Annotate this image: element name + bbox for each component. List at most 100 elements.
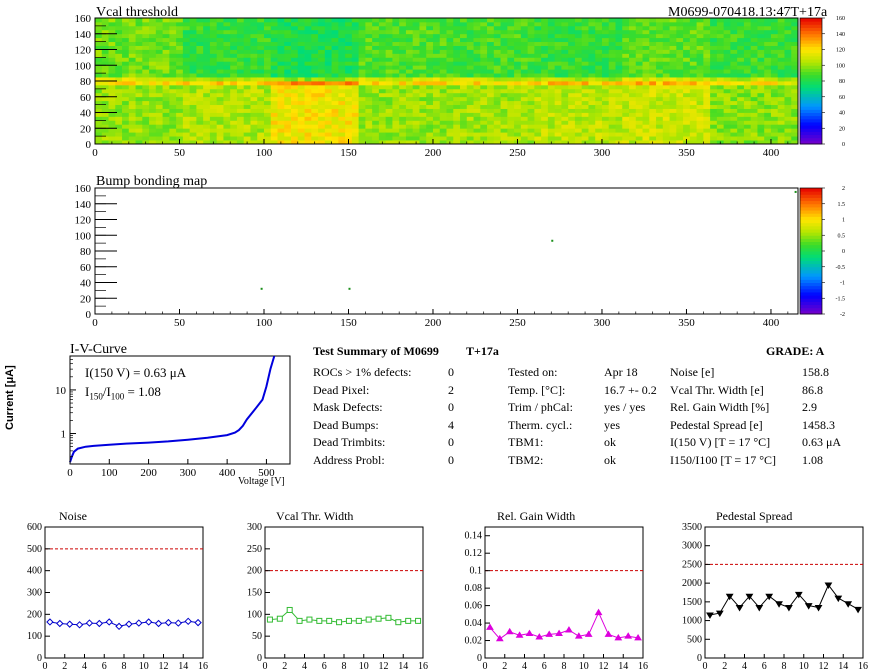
- threshold-cell: [554, 132, 562, 137]
- summary-stat-label: I150/I100 [T = 17 °C]: [670, 452, 777, 467]
- threshold-cell: [737, 128, 745, 133]
- threshold-cell: [182, 120, 191, 125]
- threshold-cell: [432, 132, 441, 137]
- threshold-cell: [304, 104, 312, 109]
- threshold-cell: [162, 136, 170, 141]
- threshold-cell: [209, 88, 218, 94]
- grade: GRADE: A: [766, 344, 825, 358]
- threshold-cell: [155, 124, 163, 129]
- threshold-cell: [514, 124, 522, 129]
- threshold-cell: [236, 77, 245, 82]
- threshold-cell: [689, 124, 698, 129]
- threshold-cell: [541, 25, 549, 31]
- threshold-cell: [703, 33, 711, 39]
- threshold-cell: [135, 73, 143, 78]
- threshold-cell: [277, 45, 285, 50]
- threshold-cell: [466, 88, 474, 94]
- threshold-cell: [730, 57, 738, 62]
- threshold-cell: [642, 100, 650, 106]
- threshold-cell: [338, 57, 346, 62]
- threshold-cell: [716, 57, 725, 62]
- threshold-cell: [541, 61, 549, 66]
- threshold-cell: [757, 84, 765, 90]
- threshold-cell: [656, 112, 664, 117]
- threshold-cell: [209, 104, 218, 109]
- threshold-cell: [385, 96, 393, 102]
- threshold-cell: [743, 132, 752, 137]
- threshold-cell: [122, 100, 130, 106]
- threshold-cell: [561, 124, 569, 129]
- threshold-cell: [568, 100, 576, 106]
- threshold-cell: [777, 73, 785, 78]
- threshold-cell: [554, 33, 562, 39]
- threshold-cell: [534, 132, 542, 137]
- threshold-cell: [534, 61, 542, 66]
- threshold-cell: [439, 41, 447, 46]
- threshold-cell: [622, 88, 630, 94]
- threshold-cell: [135, 41, 143, 46]
- threshold-cell: [642, 92, 650, 98]
- threshold-cell: [203, 21, 211, 27]
- threshold-cell: [649, 96, 657, 102]
- threshold-cell: [723, 136, 731, 141]
- threshold-cell: [419, 57, 427, 62]
- threshold-cell: [284, 73, 292, 78]
- plot1-frame: [44, 526, 204, 659]
- threshold-cell: [128, 136, 136, 141]
- threshold-cell: [209, 116, 218, 121]
- threshold-cell: [568, 65, 576, 70]
- threshold-cell: [710, 45, 718, 50]
- threshold-cell: [750, 112, 758, 117]
- threshold-cell: [514, 100, 522, 106]
- threshold-cell: [460, 45, 468, 50]
- threshold-cell: [331, 37, 339, 43]
- threshold-cell: [487, 77, 495, 82]
- threshold-cell: [635, 65, 643, 70]
- threshold-cell: [662, 57, 670, 62]
- threshold-cell: [588, 112, 596, 117]
- threshold-cell: [750, 88, 758, 94]
- threshold-cell: [405, 96, 414, 102]
- threshold-cell: [514, 112, 522, 117]
- threshold-cell: [412, 25, 420, 31]
- threshold-cell: [101, 69, 109, 74]
- threshold-cell: [203, 128, 211, 133]
- threshold-cell: [622, 57, 630, 62]
- threshold-cell: [223, 120, 231, 125]
- threshold-cell: [493, 104, 501, 109]
- threshold-cell: [385, 37, 393, 43]
- threshold-cell: [257, 116, 265, 121]
- threshold-cell: [189, 69, 197, 74]
- threshold-cell: [135, 57, 143, 62]
- threshold-cell: [324, 73, 332, 78]
- threshold-cell: [554, 65, 562, 70]
- threshold-cell: [351, 84, 360, 90]
- threshold-cell: [662, 120, 670, 125]
- threshold-cell: [642, 108, 650, 113]
- threshold-cell: [757, 57, 765, 62]
- threshold-cell: [432, 124, 441, 129]
- threshold-cell: [453, 73, 461, 78]
- threshold-cell: [155, 18, 163, 23]
- threshold-cell: [791, 96, 799, 102]
- threshold-cell: [345, 61, 353, 66]
- threshold-cell: [730, 120, 738, 125]
- bump-xtick-label: 50: [174, 317, 186, 329]
- threshold-cell: [162, 124, 170, 129]
- threshold-cell: [683, 49, 691, 54]
- threshold-cell: [493, 18, 501, 23]
- threshold-cell: [777, 61, 785, 66]
- threshold-cell: [405, 104, 414, 109]
- threshold-cell: [284, 21, 292, 27]
- threshold-cell: [500, 69, 508, 74]
- threshold-cell: [588, 88, 596, 94]
- threshold-cell: [743, 112, 752, 117]
- threshold-cell: [770, 96, 779, 102]
- bump-palette-label: -2: [840, 312, 845, 318]
- threshold-cell: [176, 108, 184, 113]
- threshold-cell: [629, 112, 637, 117]
- threshold-cell: [500, 41, 508, 46]
- threshold-cell: [385, 112, 393, 117]
- threshold-cell: [304, 88, 312, 94]
- threshold-cell: [520, 73, 529, 78]
